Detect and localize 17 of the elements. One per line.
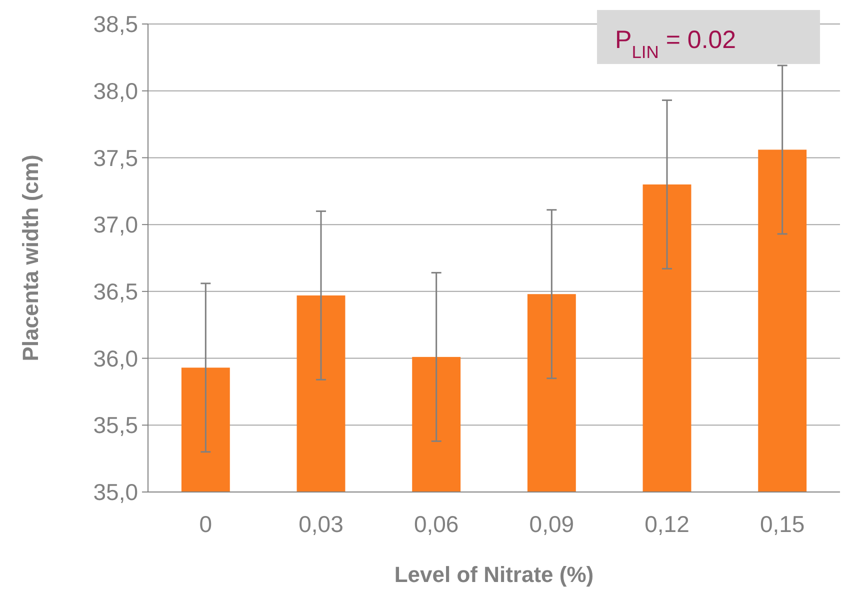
y-tick-label: 38,5: [93, 11, 138, 38]
x-tick-label: 0,06: [414, 511, 459, 537]
x-tick-label: 0,03: [298, 511, 344, 537]
x-tick-label: 0,15: [760, 511, 805, 537]
y-tick-label: 35,5: [93, 412, 138, 438]
y-tick-label: 37,5: [93, 144, 138, 171]
y-tick-label: 35,0: [93, 479, 138, 506]
y-tick-label: 36,5: [93, 278, 138, 304]
y-tick-label: 36,0: [93, 345, 138, 372]
y-tick-label: 38,0: [93, 78, 138, 104]
x-tick-label: 0,12: [644, 511, 690, 537]
y-axis-title: Placenta width (cm): [18, 154, 43, 362]
x-tick-label: 0: [199, 511, 212, 537]
x-axis-title: Level of Nitrate (%): [394, 562, 594, 587]
annotation: P$_{LIN}$ = 0.02: [615, 26, 736, 62]
y-tick-label: 37,0: [93, 212, 138, 238]
x-tick-label: 0,09: [529, 511, 574, 537]
